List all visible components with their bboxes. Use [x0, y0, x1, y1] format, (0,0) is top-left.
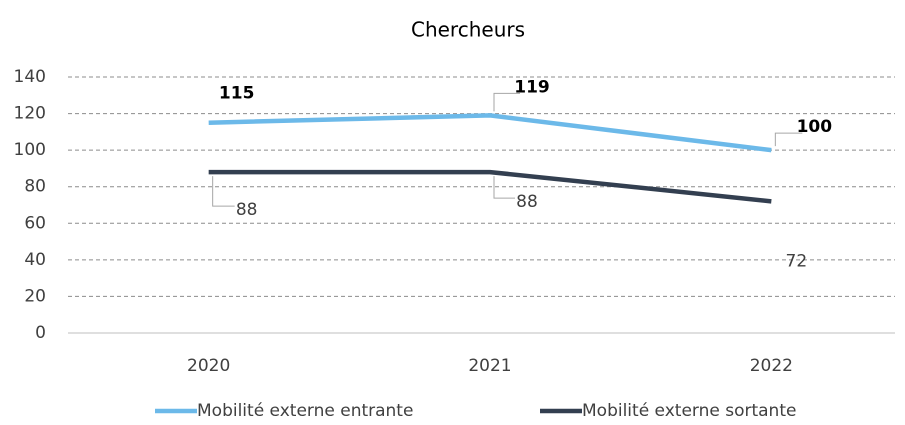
data-label: 119: [514, 77, 550, 97]
data-label: 88: [236, 200, 258, 220]
data-label: 72: [786, 251, 808, 271]
series-line: [208, 169, 772, 204]
y-tick-label: 20: [24, 286, 46, 306]
y-tick-label: 80: [24, 177, 46, 197]
series-line: [208, 113, 772, 153]
data-label: 100: [797, 117, 833, 137]
leader-line: [493, 176, 515, 199]
y-tick-label: 0: [35, 323, 46, 343]
leader-line: [774, 132, 803, 147]
y-tick-label: 120: [14, 104, 46, 124]
data-label: 88: [516, 192, 538, 212]
chart-title: Chercheurs: [411, 18, 525, 42]
leader-line: [493, 92, 520, 112]
legend-label: Mobilité externe sortante: [582, 401, 796, 421]
legend-label: Mobilité externe entrante: [197, 401, 413, 421]
x-tick-label: 2020: [187, 356, 230, 376]
x-tick-label: 2021: [468, 356, 511, 376]
y-tick-label: 40: [24, 250, 46, 270]
y-tick-label: 60: [24, 213, 46, 233]
y-tick-label: 100: [14, 140, 46, 160]
y-tick-label: 140: [14, 67, 46, 87]
data-label: 115: [219, 84, 255, 104]
leader-line: [212, 176, 235, 207]
x-tick-label: 2022: [750, 356, 793, 376]
